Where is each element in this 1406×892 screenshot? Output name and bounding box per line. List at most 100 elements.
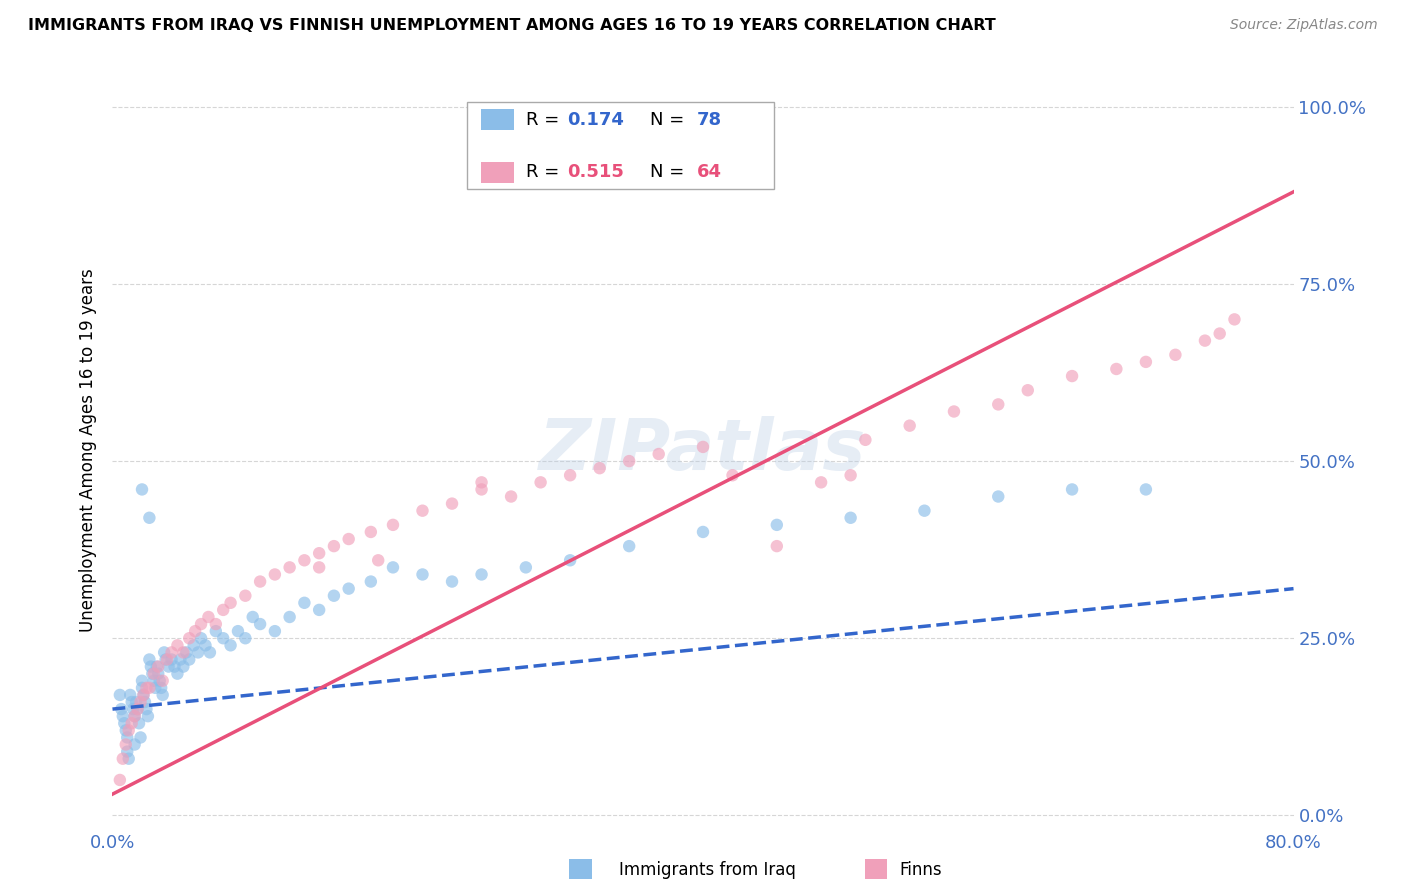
Point — [1164, 348, 1187, 362]
Point — [166, 638, 188, 652]
FancyBboxPatch shape — [481, 161, 515, 183]
Point — [131, 681, 153, 695]
Text: N =: N = — [650, 163, 690, 181]
Text: 64: 64 — [697, 163, 723, 181]
Point — [190, 632, 212, 646]
Point — [292, 553, 315, 567]
Point — [120, 688, 142, 702]
Point — [839, 468, 862, 483]
Point — [219, 638, 242, 652]
Point — [337, 582, 360, 596]
Point — [619, 539, 641, 553]
Text: ZIPatlas: ZIPatlas — [540, 416, 866, 485]
Point — [212, 603, 235, 617]
Point — [172, 645, 194, 659]
Point — [124, 709, 146, 723]
Point — [132, 688, 155, 702]
Text: 0.174: 0.174 — [567, 111, 624, 128]
Point — [839, 510, 862, 524]
Point — [501, 490, 523, 504]
Point — [278, 610, 301, 624]
Point — [197, 610, 219, 624]
Point — [142, 666, 165, 681]
Point — [135, 681, 157, 695]
Point — [441, 497, 464, 511]
Point — [172, 659, 194, 673]
Text: Immigrants from Iraq: Immigrants from Iraq — [619, 861, 796, 879]
Point — [156, 652, 179, 666]
Point — [647, 447, 671, 461]
Point — [108, 688, 131, 702]
Point — [1223, 312, 1246, 326]
Point — [411, 504, 433, 518]
Point — [360, 574, 382, 589]
Point — [179, 632, 201, 646]
Point — [146, 659, 169, 673]
Point — [157, 659, 180, 673]
Point — [323, 539, 346, 553]
Point — [136, 709, 159, 723]
Point — [249, 574, 271, 589]
Point — [111, 709, 134, 723]
Point — [111, 752, 134, 766]
Text: R =: R = — [526, 163, 565, 181]
Point — [855, 433, 877, 447]
Point — [810, 475, 832, 490]
Point — [155, 652, 177, 666]
Point — [166, 666, 188, 681]
Point — [692, 440, 714, 454]
Point — [264, 624, 287, 639]
Point — [1208, 326, 1232, 341]
Point — [129, 695, 152, 709]
Point — [382, 517, 405, 532]
Point — [134, 695, 156, 709]
Point — [131, 673, 153, 688]
Point — [212, 632, 235, 646]
Point — [114, 738, 136, 752]
Point — [308, 603, 330, 617]
Point — [1135, 483, 1157, 497]
Point — [987, 397, 1010, 411]
Point — [184, 624, 207, 639]
Point — [190, 617, 212, 632]
Point — [153, 645, 176, 659]
Point — [127, 702, 149, 716]
Text: Source: ZipAtlas.com: Source: ZipAtlas.com — [1230, 18, 1378, 32]
Point — [135, 702, 157, 716]
Point — [1194, 334, 1216, 348]
Point — [558, 553, 582, 567]
Point — [179, 652, 201, 666]
Point — [198, 645, 221, 659]
Point — [205, 617, 228, 632]
Point — [233, 632, 256, 646]
Point — [278, 560, 301, 574]
Point — [1062, 369, 1084, 384]
Point — [766, 517, 789, 532]
Point — [174, 645, 197, 659]
Point — [143, 681, 166, 695]
Point — [558, 468, 582, 483]
Point — [470, 483, 494, 497]
Point — [1105, 362, 1128, 376]
Point — [470, 475, 494, 490]
Point — [205, 624, 228, 639]
Point — [121, 695, 143, 709]
Point — [292, 596, 315, 610]
Point — [360, 524, 382, 539]
Point — [529, 475, 551, 490]
Point — [108, 772, 131, 787]
Text: R =: R = — [526, 111, 565, 128]
FancyBboxPatch shape — [481, 110, 515, 130]
Point — [367, 553, 389, 567]
Text: N =: N = — [650, 111, 690, 128]
Point — [121, 716, 143, 731]
Point — [127, 702, 149, 716]
Point — [1062, 483, 1084, 497]
Point — [515, 560, 537, 574]
Point — [117, 731, 138, 745]
Point — [117, 745, 138, 759]
Point — [470, 567, 494, 582]
Point — [114, 723, 136, 738]
Text: 0.515: 0.515 — [567, 163, 624, 181]
Point — [163, 659, 186, 673]
